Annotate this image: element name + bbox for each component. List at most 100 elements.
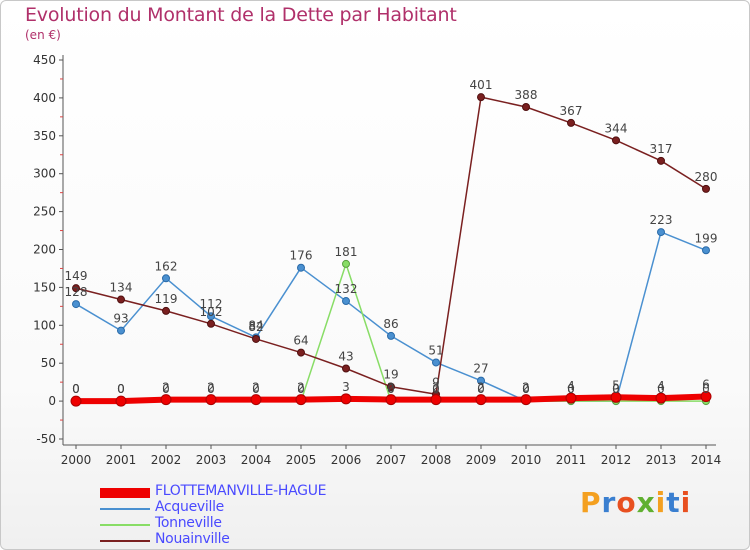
data-point xyxy=(207,319,215,328)
data-label: 0 xyxy=(432,382,440,396)
data-label: 134 xyxy=(110,281,133,295)
logo-letter: o xyxy=(616,486,637,519)
data-point xyxy=(655,392,667,404)
data-label: 9 xyxy=(432,375,440,389)
legend-swatch xyxy=(100,540,150,542)
data-point xyxy=(115,395,127,407)
data-label: 344 xyxy=(605,121,628,135)
logo-letter: r xyxy=(601,486,617,519)
data-label: 2 xyxy=(432,381,440,395)
data-label: 223 xyxy=(650,213,673,227)
data-label: 128 xyxy=(65,285,88,299)
y-tick-label: 0 xyxy=(48,394,56,408)
data-label: 2 xyxy=(252,381,260,395)
data-label: 2 xyxy=(522,381,530,395)
data-point xyxy=(250,394,262,406)
data-point xyxy=(297,263,305,272)
data-point xyxy=(657,228,665,237)
x-tick-label: 2009 xyxy=(466,453,497,467)
data-label: 43 xyxy=(338,350,353,364)
data-label: 0 xyxy=(522,382,530,396)
data-label: 64 xyxy=(293,334,308,348)
data-point xyxy=(342,364,350,373)
data-label: 6 xyxy=(702,378,710,392)
y-tick-label: 250 xyxy=(33,205,56,219)
data-point xyxy=(162,306,170,315)
data-point xyxy=(522,102,530,111)
chart-title: Evolution du Montant de la Dette par Hab… xyxy=(25,4,457,26)
x-tick-label: 2014 xyxy=(691,453,722,467)
logo-letter: i xyxy=(655,486,667,519)
legend-swatch xyxy=(100,524,150,526)
proxiti-logo: Proxiti xyxy=(580,486,691,519)
legend-swatch xyxy=(100,488,150,498)
data-label: 0 xyxy=(612,382,620,396)
data-label: 0 xyxy=(477,382,485,396)
data-point xyxy=(475,394,487,406)
data-label: 0 xyxy=(522,382,530,396)
data-label: 82 xyxy=(248,320,263,334)
data-label: 401 xyxy=(470,78,493,92)
data-label: 0 xyxy=(702,382,710,396)
data-label: 27 xyxy=(473,362,488,376)
data-label: 176 xyxy=(290,249,313,263)
data-label: 181 xyxy=(335,245,358,259)
data-label: 162 xyxy=(155,259,178,273)
data-label: 0 xyxy=(252,382,260,396)
x-tick-label: 2010 xyxy=(511,453,542,467)
logo-letter: t xyxy=(666,486,681,519)
data-point xyxy=(612,136,620,145)
legend-swatch xyxy=(100,508,150,510)
data-point xyxy=(340,393,352,405)
data-point xyxy=(432,358,440,367)
data-label: 0 xyxy=(567,382,575,396)
data-label: 84 xyxy=(248,318,263,332)
data-label: 388 xyxy=(515,88,538,102)
y-tick-label: -50 xyxy=(36,432,56,446)
y-tick-label: 100 xyxy=(33,318,56,332)
x-tick-label: 2003 xyxy=(196,453,227,467)
data-label: 5 xyxy=(612,378,620,392)
data-label: 4 xyxy=(567,379,575,393)
x-tick-label: 2001 xyxy=(106,453,137,467)
series-line-3 xyxy=(75,96,707,396)
data-point xyxy=(342,259,350,268)
data-label: 2 xyxy=(477,381,485,395)
data-label: 2 xyxy=(207,381,215,395)
data-point xyxy=(565,392,577,404)
x-tick-label: 2005 xyxy=(286,453,317,467)
x-tick-label: 2007 xyxy=(376,453,407,467)
data-point xyxy=(567,118,575,127)
x-tick-label: 2011 xyxy=(556,453,587,467)
data-point xyxy=(477,376,485,385)
data-label: 19 xyxy=(383,368,398,382)
data-label: 0 xyxy=(567,382,575,396)
data-label: 0 xyxy=(117,382,125,396)
data-point xyxy=(160,394,172,406)
data-label: 2 xyxy=(297,381,305,395)
x-tick-label: 2004 xyxy=(241,453,272,467)
data-label: 132 xyxy=(335,282,358,296)
x-tick-label: 2013 xyxy=(646,453,677,467)
data-point xyxy=(162,274,170,283)
logo-letter: i xyxy=(680,486,692,519)
x-tick-label: 2000 xyxy=(61,453,92,467)
data-label: 51 xyxy=(428,343,443,357)
data-label: 2 xyxy=(162,381,170,395)
data-label: 112 xyxy=(200,297,223,311)
data-point xyxy=(117,326,125,335)
data-label: 86 xyxy=(383,317,398,331)
data-label: 93 xyxy=(113,312,128,326)
data-point xyxy=(70,395,82,407)
data-point xyxy=(385,394,397,406)
data-point xyxy=(117,295,125,304)
data-label: 119 xyxy=(155,292,178,306)
data-point xyxy=(702,246,710,255)
data-label: 0 xyxy=(72,382,80,396)
data-label: 317 xyxy=(650,142,673,156)
data-label: 2 xyxy=(387,381,395,395)
y-tick-label: 200 xyxy=(33,243,56,257)
data-label: 0 xyxy=(117,382,125,396)
